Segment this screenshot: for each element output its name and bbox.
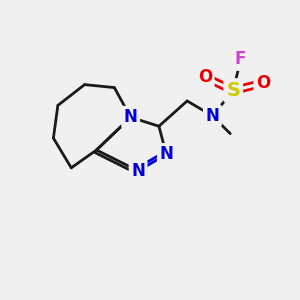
Text: N: N — [206, 107, 219, 125]
Text: N: N — [159, 146, 173, 164]
Text: S: S — [226, 81, 240, 100]
Text: F: F — [235, 50, 246, 68]
Text: O: O — [198, 68, 212, 86]
Text: N: N — [124, 108, 138, 126]
Text: O: O — [256, 74, 270, 92]
Text: N: N — [131, 162, 145, 180]
